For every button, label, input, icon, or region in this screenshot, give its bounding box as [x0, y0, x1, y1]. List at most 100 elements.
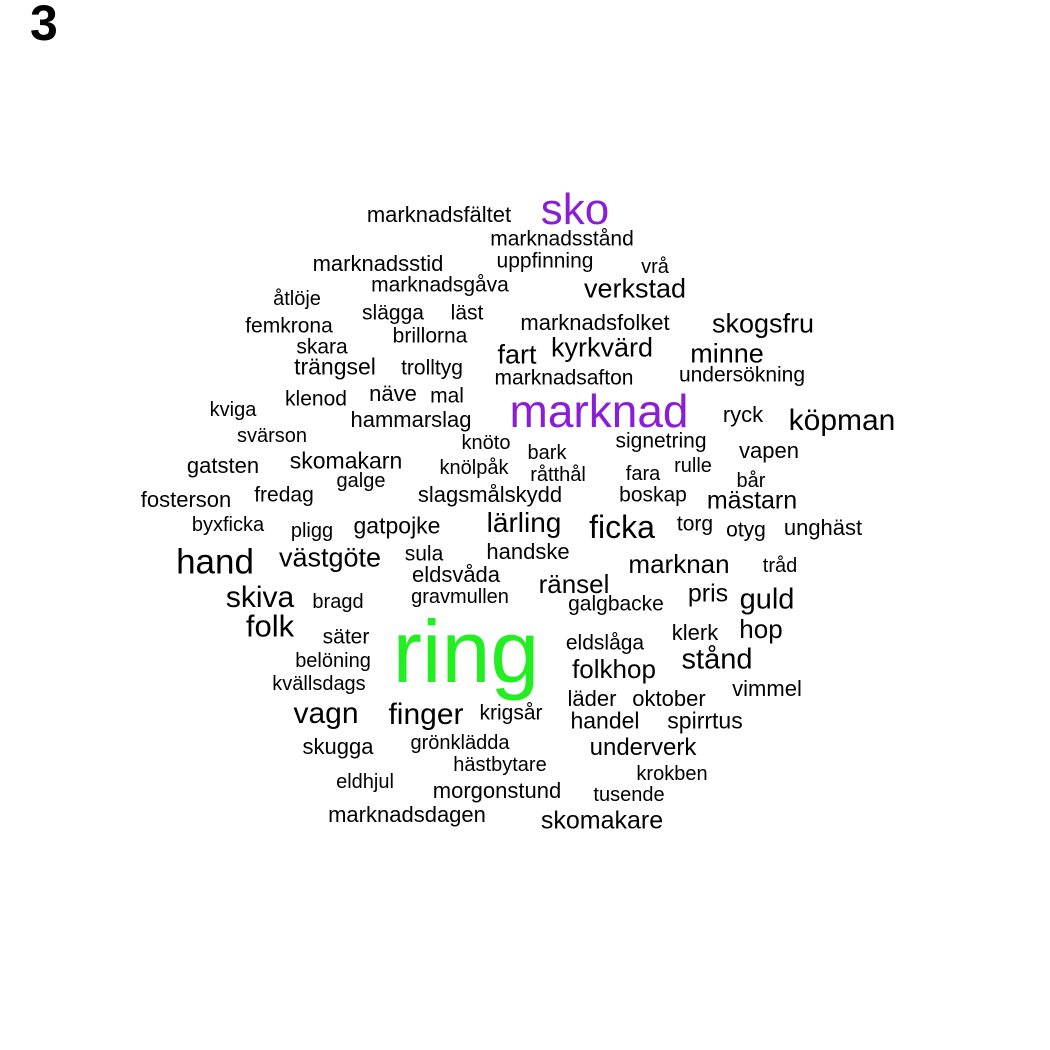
word-boskap: boskap — [619, 483, 687, 507]
word-trängsel: trängsel — [294, 353, 376, 380]
word-pligg: pligg — [290, 520, 334, 542]
word-näve: näve — [369, 381, 417, 406]
word-signetring: signetring — [615, 429, 707, 453]
word-tusende: tusende — [593, 784, 665, 806]
word-bår: bår — [736, 470, 766, 492]
word-handel: handel — [570, 707, 640, 734]
word-eldhjul: eldhjul — [336, 771, 394, 793]
word-gatsten: gatsten — [186, 453, 260, 478]
word-vagn: vagn — [293, 697, 359, 730]
word-folk: folk — [245, 608, 295, 644]
word-läder: läder — [567, 686, 617, 711]
word-bragd: bragd — [312, 591, 364, 613]
word-köpman: köpman — [788, 404, 896, 437]
word-marknadsfolket: marknadsfolket — [520, 310, 670, 335]
word-knöto: knöto — [461, 432, 511, 454]
word-tråd: tråd — [762, 555, 798, 577]
word-fredag: fredag — [254, 483, 314, 507]
word-brillorna: brillorna — [392, 324, 468, 348]
word-torg: torg — [676, 512, 714, 536]
word-marknad: marknad — [509, 385, 689, 437]
word-skomakare: skomakare — [540, 806, 664, 835]
word-mästarn: mästarn — [706, 486, 798, 515]
word-trolltyg: trolltyg — [401, 356, 463, 380]
word-fara: fara — [625, 463, 661, 485]
word-verkstad: verkstad — [583, 273, 687, 304]
word-marknadsdagen: marknadsdagen — [328, 802, 486, 827]
word-gatpojke: gatpojke — [353, 512, 441, 539]
word-undersökning: undersökning — [678, 363, 806, 387]
word-vapen: vapen — [739, 438, 799, 463]
word-hand: hand — [176, 542, 254, 582]
word-sko: sko — [540, 185, 610, 234]
word-eldslåga: eldslåga — [565, 631, 645, 655]
word-vimmel: vimmel — [732, 676, 802, 701]
word-ficka: ficka — [589, 509, 655, 545]
word-ränsel: ränsel — [538, 569, 610, 599]
word-svärson: svärson — [236, 425, 308, 447]
word-stånd: stånd — [681, 643, 753, 676]
word-klenod: klenod — [285, 387, 347, 411]
word-hop: hop — [739, 614, 783, 644]
word-skiva: skiva — [225, 581, 295, 614]
word-finger: finger — [388, 698, 464, 731]
word-morgonstund: morgonstund — [432, 778, 562, 803]
word-unghäst: unghäst — [783, 515, 863, 540]
word-minne: minne — [690, 338, 764, 369]
word-mal: mal — [430, 384, 464, 408]
word-ring: ring — [392, 602, 540, 701]
word-lärling: lärling — [486, 507, 562, 538]
word-grönklädda: grönklädda — [410, 732, 510, 754]
word-fart: fart — [497, 339, 537, 370]
word-krigsår: krigsår — [479, 701, 543, 725]
word-krokben: krokben — [636, 763, 708, 785]
word-skara: skara — [296, 335, 348, 359]
word-kviga: kviga — [209, 399, 257, 421]
word-ryck: ryck — [722, 402, 764, 427]
word-bark: bark — [527, 442, 567, 464]
word-slagsmålskydd: slagsmålskydd — [417, 482, 563, 507]
word-femkrona: femkrona — [245, 314, 333, 338]
word-rulle: rulle — [674, 455, 712, 477]
word-folkhop: folkhop — [572, 654, 656, 684]
word-marknadsstid: marknadsstid — [312, 251, 444, 276]
word-råtthål: råtthål — [530, 464, 586, 486]
word-hästbytare: hästbytare — [453, 754, 547, 776]
word-marknadsstånd: marknadsstånd — [490, 227, 634, 251]
word-hammarslag: hammarslag — [350, 407, 472, 432]
word-otyg: otyg — [726, 518, 766, 542]
word-knölpåk: knölpåk — [439, 457, 509, 479]
word-västgöte: västgöte — [278, 542, 382, 573]
word-eldsvåda: eldsvåda — [411, 562, 501, 587]
word-oktober: oktober — [632, 686, 706, 711]
word-marknan: marknan — [628, 549, 730, 579]
word-säter: säter — [322, 625, 370, 649]
word-sula: sula — [404, 542, 444, 566]
word-belöning: belöning — [295, 650, 371, 672]
word-uppfinning: uppfinning — [496, 249, 594, 273]
word-pris: pris — [687, 579, 729, 608]
panel-label: 3 — [30, 0, 58, 51]
word-fosterson: fosterson — [140, 487, 232, 512]
word-åtlöje: åtlöje — [273, 288, 321, 310]
word-vrå: vrå — [641, 256, 669, 278]
word-marknadsfältet: marknadsfältet — [366, 202, 512, 227]
word-skomakarn: skomakarn — [289, 447, 403, 474]
word-guld: guld — [739, 583, 795, 616]
word-galge: galge — [336, 470, 386, 492]
word-gravmullen: gravmullen — [411, 586, 509, 608]
word-handske: handske — [486, 539, 570, 564]
word-galgbacke: galgbacke — [568, 592, 664, 616]
word-marknadsafton: marknadsafton — [494, 366, 634, 390]
word-slägga: slägga — [362, 301, 424, 325]
word-skugga: skugga — [302, 734, 374, 759]
word-kvällsdags: kvällsdags — [272, 673, 366, 695]
word-byxficka: byxficka — [191, 514, 265, 536]
word-kyrkvärd: kyrkvärd — [550, 332, 654, 363]
word-spirrtus: spirrtus — [667, 707, 743, 734]
word-läst: läst — [450, 301, 484, 325]
word-skogsfru: skogsfru — [711, 308, 815, 339]
word-klerk: klerk — [671, 620, 719, 645]
word-underverk: underverk — [589, 734, 697, 761]
